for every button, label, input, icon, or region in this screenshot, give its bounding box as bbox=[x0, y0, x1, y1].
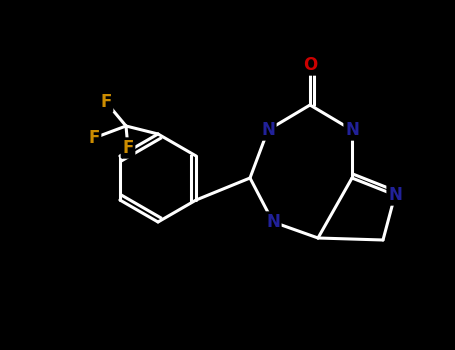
Text: N: N bbox=[345, 121, 359, 139]
Text: F: F bbox=[88, 129, 100, 147]
Text: F: F bbox=[100, 93, 111, 111]
Text: N: N bbox=[261, 121, 275, 139]
Text: N: N bbox=[266, 213, 280, 231]
Text: O: O bbox=[303, 56, 317, 74]
Text: F: F bbox=[122, 139, 134, 157]
Text: N: N bbox=[388, 186, 402, 204]
